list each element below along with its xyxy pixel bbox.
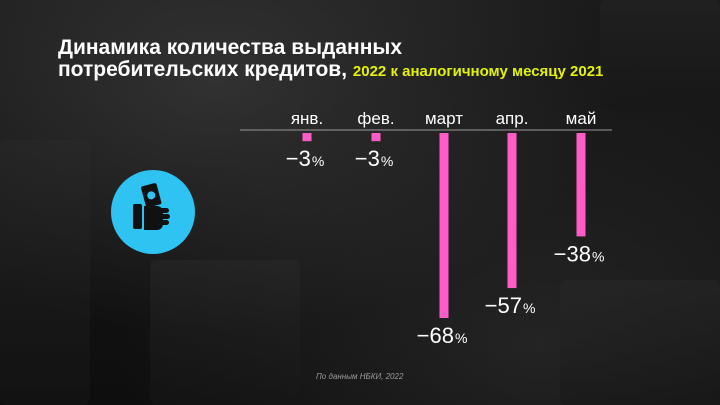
background-shape bbox=[0, 140, 90, 405]
chart-subtitle: 2022 к аналогичному месяцу 2021 bbox=[352, 63, 604, 80]
title-line-2: потребительских кредитов, 2022 к аналоги… bbox=[58, 59, 603, 83]
x-tick-label: фев. bbox=[357, 109, 394, 128]
x-tick-label: май bbox=[566, 109, 597, 128]
chart-title: Динамика количества выданных потребитель… bbox=[58, 37, 603, 83]
bar bbox=[439, 133, 449, 318]
background-shape bbox=[150, 260, 300, 405]
bar bbox=[507, 133, 517, 289]
bar bbox=[371, 133, 381, 142]
data-label: −3% bbox=[355, 146, 394, 171]
x-tick-label: янв. bbox=[291, 109, 323, 128]
bar bbox=[576, 133, 586, 237]
x-tick-label: апр. bbox=[496, 109, 529, 128]
icon-badge bbox=[111, 170, 195, 254]
data-label: −57% bbox=[485, 293, 536, 318]
data-label: −68% bbox=[417, 323, 468, 348]
money-hand-icon bbox=[133, 183, 170, 230]
x-tick-label: март bbox=[425, 109, 463, 128]
data-label: −38% bbox=[554, 241, 605, 266]
title-line-1: Динамика количества выданных bbox=[58, 36, 403, 59]
source-note: По данным НБКИ, 2022 bbox=[316, 372, 404, 381]
background-shape bbox=[600, 0, 720, 110]
bar bbox=[302, 133, 312, 142]
title-line-2-text: потребительских кредитов, bbox=[58, 58, 348, 81]
background-shape bbox=[560, 280, 720, 405]
data-label: −3% bbox=[286, 146, 325, 171]
